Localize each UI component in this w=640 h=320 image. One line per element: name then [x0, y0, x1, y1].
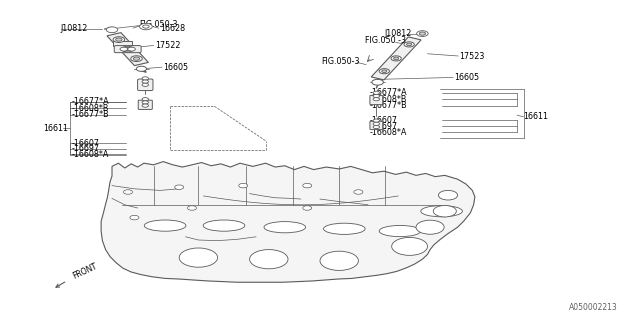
Circle shape: [303, 206, 312, 210]
Circle shape: [373, 125, 380, 129]
Text: FRONT: FRONT: [72, 261, 99, 281]
Text: -16608*B: -16608*B: [370, 95, 407, 104]
Circle shape: [142, 104, 148, 107]
Ellipse shape: [421, 206, 462, 217]
Text: FIG.050-3: FIG.050-3: [140, 20, 178, 29]
Circle shape: [142, 101, 148, 104]
Text: 16628: 16628: [160, 24, 185, 33]
Text: -16607: -16607: [370, 116, 398, 124]
Text: FIG.050 -3: FIG.050 -3: [365, 36, 406, 45]
Circle shape: [140, 23, 152, 30]
Circle shape: [188, 206, 196, 210]
Circle shape: [391, 56, 401, 61]
Circle shape: [373, 119, 380, 122]
Circle shape: [124, 48, 131, 51]
Circle shape: [106, 27, 118, 33]
Circle shape: [116, 38, 122, 41]
Text: 16605: 16605: [454, 73, 479, 82]
Circle shape: [122, 46, 134, 52]
Ellipse shape: [379, 225, 421, 237]
Text: -16607: -16607: [72, 139, 100, 148]
Text: -16608*B: -16608*B: [72, 104, 109, 113]
Text: 16611: 16611: [44, 124, 68, 132]
Circle shape: [142, 98, 148, 101]
FancyBboxPatch shape: [115, 46, 141, 53]
Ellipse shape: [145, 220, 186, 231]
Circle shape: [373, 91, 380, 94]
Circle shape: [433, 205, 456, 217]
Text: J10812: J10812: [384, 29, 412, 38]
Circle shape: [179, 248, 218, 267]
Circle shape: [120, 47, 128, 51]
Text: 16605: 16605: [163, 63, 188, 72]
Circle shape: [416, 220, 444, 234]
Text: -16677*A: -16677*A: [72, 97, 109, 106]
Circle shape: [394, 57, 399, 60]
Circle shape: [438, 190, 458, 200]
Circle shape: [373, 98, 380, 101]
Circle shape: [130, 215, 139, 220]
Text: -16677*B: -16677*B: [72, 110, 109, 119]
Circle shape: [142, 83, 148, 86]
Text: FIG.050-3: FIG.050-3: [321, 57, 360, 66]
Text: -16608*A: -16608*A: [370, 128, 407, 137]
Circle shape: [406, 43, 412, 46]
Circle shape: [175, 185, 184, 189]
Circle shape: [379, 69, 389, 74]
Circle shape: [124, 190, 132, 194]
Text: J10812: J10812: [61, 24, 88, 33]
Circle shape: [250, 250, 288, 269]
Text: -16677*A: -16677*A: [370, 88, 408, 97]
Text: 17523: 17523: [460, 52, 485, 60]
Circle shape: [133, 57, 140, 60]
Ellipse shape: [204, 220, 245, 231]
Circle shape: [373, 94, 380, 98]
Circle shape: [419, 32, 426, 35]
Ellipse shape: [324, 223, 365, 234]
FancyBboxPatch shape: [370, 95, 383, 105]
Text: -16608*A: -16608*A: [72, 150, 109, 159]
Ellipse shape: [264, 222, 306, 233]
Text: 17522: 17522: [156, 41, 181, 50]
Circle shape: [131, 56, 142, 61]
Text: 16611: 16611: [524, 112, 548, 121]
Polygon shape: [371, 37, 421, 80]
Circle shape: [113, 37, 125, 43]
Circle shape: [417, 31, 428, 36]
Circle shape: [136, 66, 147, 71]
Circle shape: [239, 183, 248, 188]
Circle shape: [381, 70, 387, 73]
Circle shape: [142, 77, 148, 80]
Circle shape: [303, 183, 312, 188]
Circle shape: [404, 42, 414, 47]
Text: -16677*B: -16677*B: [370, 101, 408, 110]
Polygon shape: [107, 33, 148, 66]
Circle shape: [128, 47, 136, 51]
Circle shape: [372, 79, 383, 85]
FancyBboxPatch shape: [138, 100, 152, 109]
Circle shape: [373, 122, 380, 125]
Text: A050002213: A050002213: [569, 303, 618, 312]
Circle shape: [320, 251, 358, 270]
FancyBboxPatch shape: [370, 121, 383, 130]
Polygon shape: [101, 162, 475, 282]
Text: -16697: -16697: [370, 122, 398, 131]
FancyBboxPatch shape: [138, 79, 153, 91]
Circle shape: [392, 237, 428, 255]
FancyBboxPatch shape: [113, 41, 132, 46]
Circle shape: [354, 190, 363, 194]
Circle shape: [143, 25, 149, 28]
Text: -16697: -16697: [72, 144, 100, 153]
Circle shape: [142, 80, 148, 83]
